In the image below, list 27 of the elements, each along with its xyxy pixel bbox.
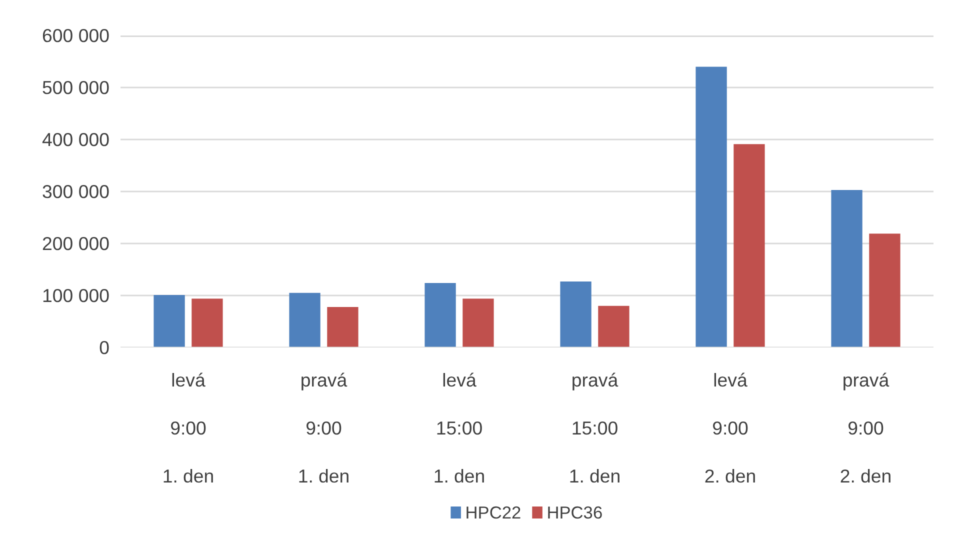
category-label: pravá 9:00 1. den <box>298 370 350 486</box>
bar <box>154 294 185 348</box>
bar <box>560 281 592 348</box>
y-tick-label: 600 000 <box>42 25 110 46</box>
bar <box>327 306 358 348</box>
category-label: levá 9:00 2. den <box>704 370 756 486</box>
bar <box>831 190 862 348</box>
category-label: pravá 15:00 1. den <box>568 370 621 486</box>
bar <box>869 234 900 348</box>
bar <box>289 292 320 348</box>
category-label: levá 15:00 1. den <box>433 370 486 486</box>
y-tick-label: 0 <box>99 337 110 358</box>
bar <box>598 306 630 348</box>
category-label: pravá 9:00 2. den <box>840 370 892 486</box>
y-tick-label: 200 000 <box>42 233 110 254</box>
bar <box>462 298 494 348</box>
bar <box>696 66 727 348</box>
legend-label: HPC36 <box>546 502 603 522</box>
legend-label: HPC22 <box>465 502 522 522</box>
bar <box>424 283 456 348</box>
y-tick-label: 400 000 <box>42 129 110 150</box>
bar <box>734 144 765 348</box>
category-label: levá 9:00 1. den <box>162 370 214 486</box>
y-tick-label: 300 000 <box>42 181 110 202</box>
y-tick-label: 500 000 <box>42 77 110 98</box>
bar <box>192 298 223 348</box>
y-tick-label: 100 000 <box>42 285 110 306</box>
